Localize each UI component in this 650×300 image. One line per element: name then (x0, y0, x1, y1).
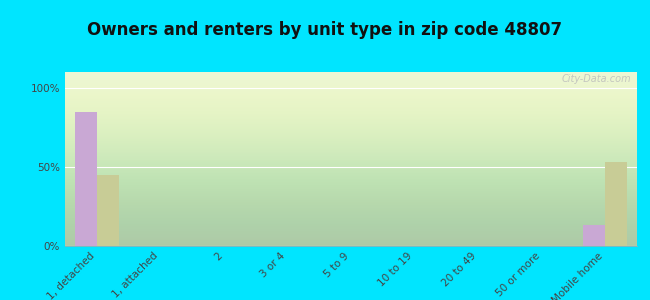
Text: Owners and renters by unit type in zip code 48807: Owners and renters by unit type in zip c… (88, 21, 562, 39)
Bar (97, 175, 119, 246)
Bar (583, 225, 605, 246)
Bar (605, 162, 627, 246)
Bar (75, 112, 97, 246)
Text: City-Data.com: City-Data.com (562, 74, 631, 84)
